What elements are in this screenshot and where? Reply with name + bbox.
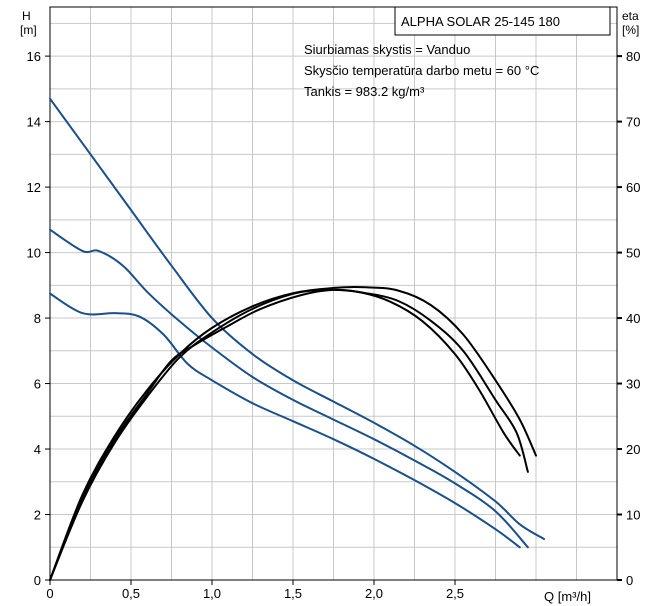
y-right-label-name: eta xyxy=(622,9,639,23)
x-tick-label: 1,0 xyxy=(203,586,221,601)
x-tick-label: 2,5 xyxy=(446,586,464,601)
y-left-tick-label: 0 xyxy=(34,573,41,588)
y-left-label-name: H xyxy=(22,9,31,23)
head-curve-3 xyxy=(49,292,521,549)
grid-lines xyxy=(50,7,617,580)
y-right-tick-label: 20 xyxy=(626,442,640,457)
y-left-tick-label: 2 xyxy=(34,508,41,523)
x-tick-label: 0 xyxy=(46,586,53,601)
y-right-label-unit: [%] xyxy=(622,23,639,37)
y-left-tick-label: 16 xyxy=(27,49,41,64)
eta-curve-6 xyxy=(49,288,521,581)
head-curve-2 xyxy=(49,228,529,549)
y-right-tick-label: 0 xyxy=(626,573,633,588)
y-right-tick-label: 80 xyxy=(626,49,640,64)
y-left-tick-label: 4 xyxy=(34,442,41,457)
y-left-tick-label: 6 xyxy=(34,377,41,392)
y-right-tick-label: 50 xyxy=(626,246,640,261)
eta-curve-5 xyxy=(49,288,529,581)
y-right-tick-label: 10 xyxy=(626,508,640,523)
y-left-tick-label: 14 xyxy=(27,115,41,130)
y-left-tick-label: 10 xyxy=(27,246,41,261)
y-left-tick-label: 12 xyxy=(27,180,41,195)
x-tick-label: 1,5 xyxy=(284,586,302,601)
y-left-label-unit: [m] xyxy=(20,23,37,37)
chart-title: ALPHA SOLAR 25-145 180 xyxy=(401,14,560,29)
x-tick-label: 2,0 xyxy=(365,586,383,601)
note-liquid: Siurbiamas skystis = Vanduo xyxy=(304,42,470,57)
y-left-tick-label: 8 xyxy=(34,311,41,326)
note-temperature: Skysčio temperatūra darbo metu = 60 °C xyxy=(304,63,539,78)
title-box xyxy=(394,6,611,36)
head-curve-1 xyxy=(49,97,546,541)
y-right-tick-label: 40 xyxy=(626,311,640,326)
y-right-tick-label: 60 xyxy=(626,180,640,195)
series-layer xyxy=(49,97,546,581)
y-right-tick-label: 30 xyxy=(626,377,640,392)
x-tick-label: 0,5 xyxy=(122,586,140,601)
note-density: Tankis = 983.2 kg/m³ xyxy=(304,84,425,99)
x-axis-label: Q [m³/h] xyxy=(544,589,591,604)
y-right-tick-label: 70 xyxy=(626,115,640,130)
axis-ticks: 0 0,5 1,0 1,5 2,0 2,5 0 2 4 6 8 10 12 14 16 0 10 20 30 40 50… xyxy=(27,49,641,601)
